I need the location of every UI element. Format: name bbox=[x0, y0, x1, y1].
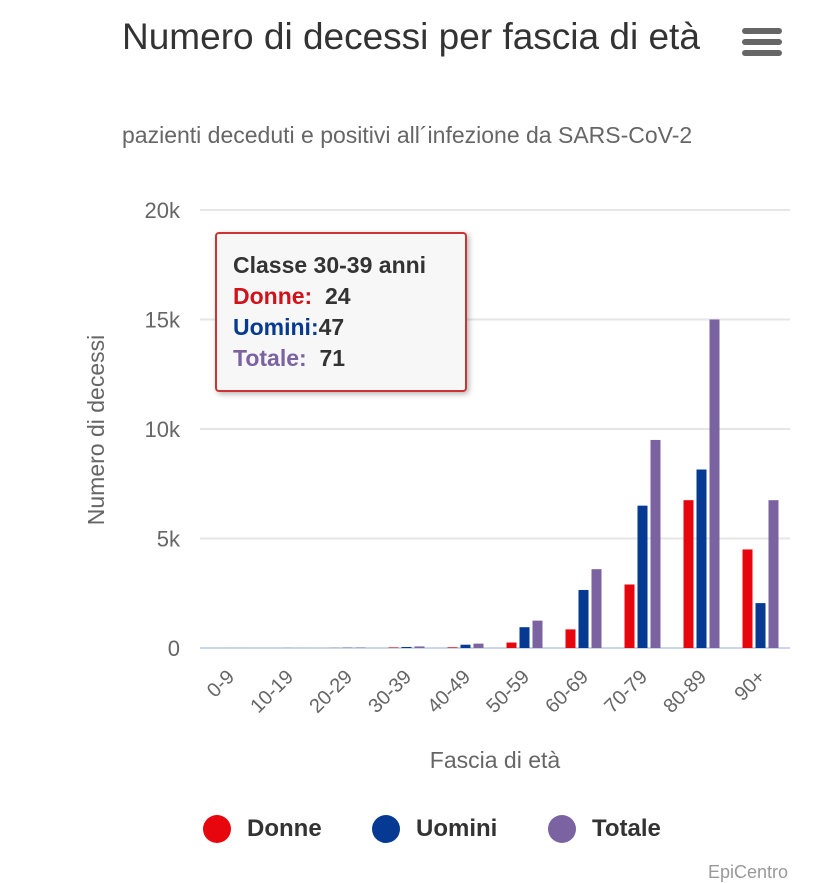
tooltip-header: Classe 30-39 anni bbox=[233, 252, 427, 278]
tooltip-donne-value: 24 bbox=[325, 283, 351, 309]
credits-link[interactable]: EpiCentro bbox=[707, 862, 788, 882]
tooltip-uomini-label: Uomini: bbox=[233, 314, 319, 340]
bar-uomini-50-59[interactable] bbox=[519, 627, 530, 648]
legend-uomini[interactable]: Uomini bbox=[372, 815, 497, 843]
bar-donne-70-79[interactable] bbox=[624, 584, 635, 648]
y-tick-label: 5k bbox=[157, 527, 181, 552]
y-tick-label: 10k bbox=[145, 417, 181, 442]
bar-uomini-40-49[interactable] bbox=[460, 644, 471, 648]
legend-label: Totale bbox=[592, 815, 661, 842]
legend-dot-icon bbox=[372, 815, 400, 843]
bar-donne-40-49[interactable] bbox=[447, 647, 458, 648]
bar-totale-60-69[interactable] bbox=[591, 569, 602, 648]
bar-uomini-30-39[interactable] bbox=[401, 646, 412, 648]
x-tick-label: 10-19 bbox=[246, 666, 298, 718]
chart-subtitle: pazienti deceduti e positivi all´infezio… bbox=[122, 122, 693, 148]
bar-donne-90+[interactable] bbox=[742, 549, 753, 648]
bar-totale-40-49[interactable] bbox=[473, 643, 484, 648]
x-tick-label: 60-69 bbox=[541, 666, 593, 718]
x-tick-label: 0-9 bbox=[203, 666, 239, 702]
x-tick-label: 30-39 bbox=[364, 666, 416, 718]
legend-label: Uomini bbox=[416, 815, 498, 842]
tooltip-donne-label: Donne: bbox=[233, 283, 313, 309]
bar-uomini-90+[interactable] bbox=[755, 603, 766, 648]
tooltip: Classe 30-39 anni Donne: 24 Uomini:47 To… bbox=[215, 232, 467, 392]
bar-totale-70-79[interactable] bbox=[650, 439, 661, 648]
x-axis-title: Fascia di età bbox=[430, 747, 561, 773]
y-tick-label: 0 bbox=[168, 636, 180, 661]
bar-uomini-60-69[interactable] bbox=[578, 589, 589, 648]
y-tick-label: 20k bbox=[145, 198, 181, 223]
tooltip-totale-label: Totale: bbox=[233, 345, 307, 371]
tooltip-totale-value: 71 bbox=[319, 345, 346, 371]
chart-title: Numero di decessi per fascia di età bbox=[122, 16, 700, 57]
bar-totale-30-39[interactable] bbox=[414, 646, 425, 648]
legend-label: Donne bbox=[247, 815, 322, 842]
legend-donne[interactable]: Donne bbox=[203, 815, 322, 843]
x-tick-label: 80-89 bbox=[659, 666, 711, 718]
bar-donne-60-69[interactable] bbox=[565, 629, 576, 648]
bar-donne-80-89[interactable] bbox=[683, 500, 694, 648]
menu-icon[interactable] bbox=[742, 28, 782, 60]
bar-totale-80-89[interactable] bbox=[709, 319, 720, 649]
y-axis-title: Numero di decessi bbox=[83, 335, 109, 525]
legend-dot-icon bbox=[548, 815, 576, 843]
x-tick-label: 90+ bbox=[730, 666, 770, 706]
legend-dot-icon bbox=[203, 815, 231, 843]
tooltip-uomini-value: 47 bbox=[318, 314, 345, 340]
x-tick-label: 70-79 bbox=[600, 666, 652, 718]
bar-donne-50-59[interactable] bbox=[506, 642, 517, 648]
x-tick-label: 20-29 bbox=[305, 666, 357, 718]
bar-uomini-70-79[interactable] bbox=[637, 505, 648, 648]
bar-uomini-80-89[interactable] bbox=[696, 469, 707, 648]
bar-donne-30-39[interactable] bbox=[388, 647, 399, 648]
x-tick-label: 40-49 bbox=[423, 666, 475, 718]
legend-totale[interactable]: Totale bbox=[548, 815, 661, 843]
y-tick-label: 15k bbox=[145, 308, 181, 333]
bar-totale-50-59[interactable] bbox=[532, 620, 543, 648]
bar-totale-90+[interactable] bbox=[768, 500, 779, 648]
x-tick-label: 50-59 bbox=[482, 666, 534, 718]
